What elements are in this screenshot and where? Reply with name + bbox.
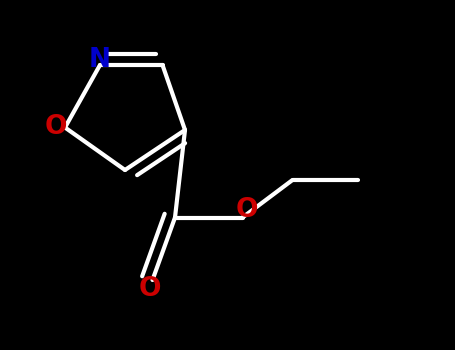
Text: O: O [139,276,161,302]
Text: O: O [45,114,67,140]
Text: N: N [89,47,111,73]
Text: O: O [235,197,258,223]
